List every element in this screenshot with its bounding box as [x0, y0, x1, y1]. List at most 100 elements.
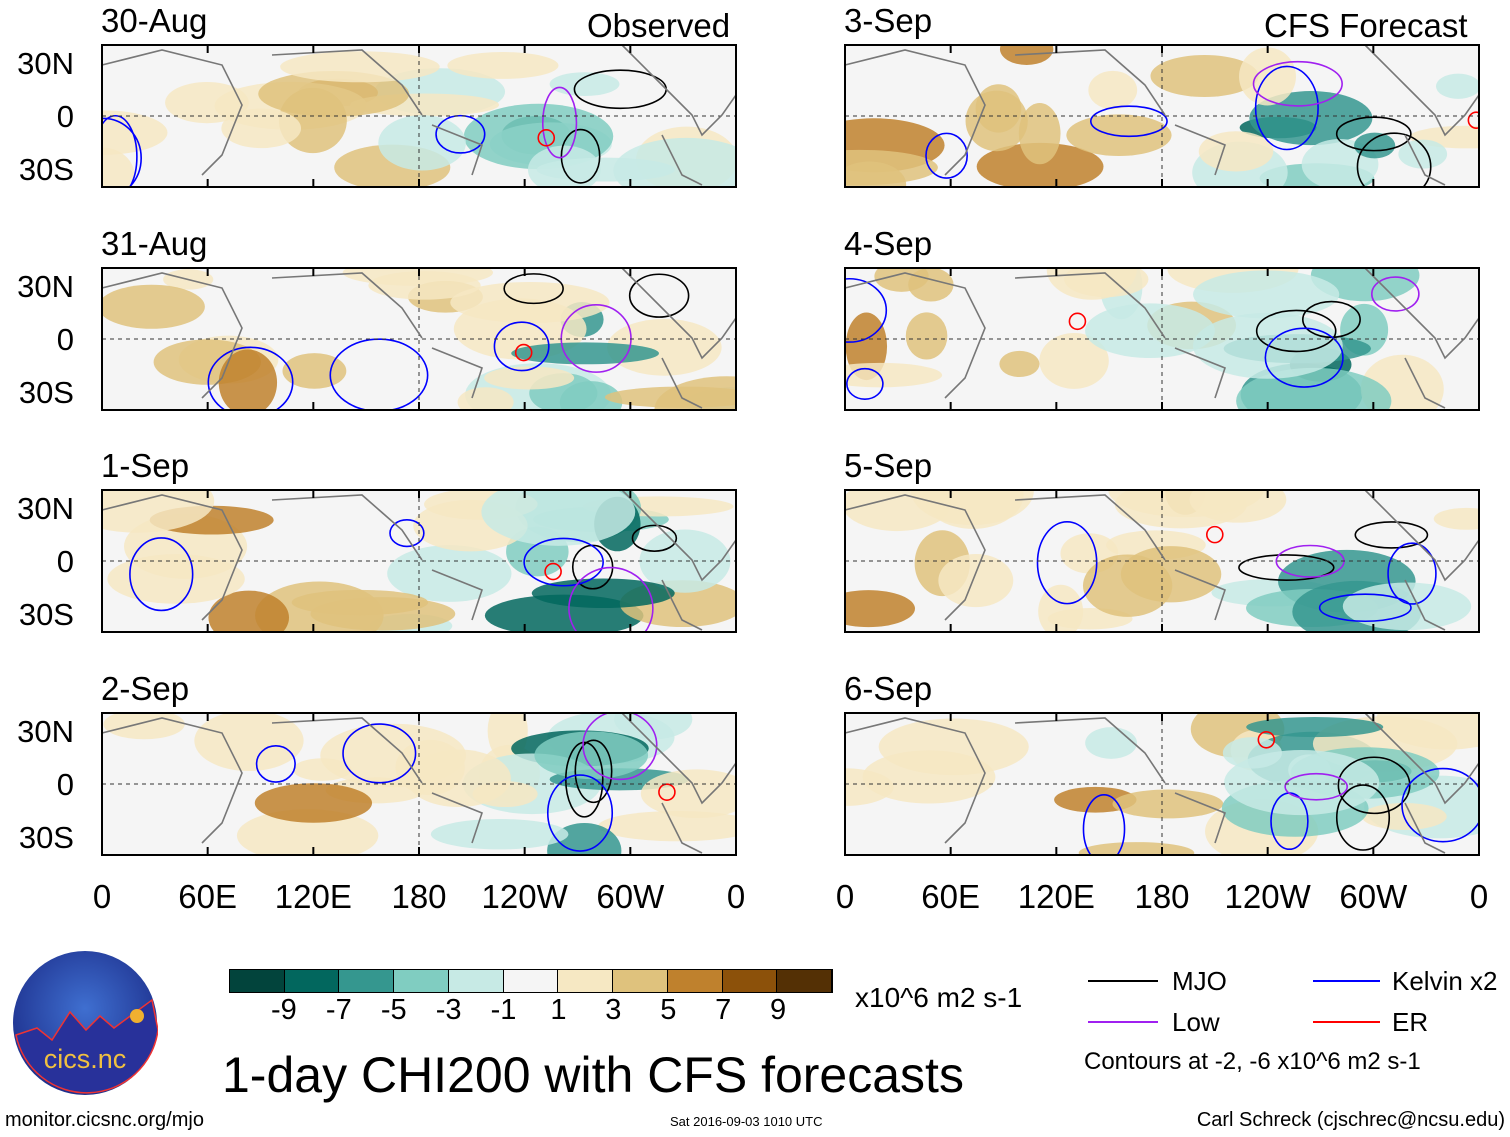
er-contour — [514, 343, 533, 362]
anomaly-shading — [481, 489, 636, 546]
kelvin-contour — [844, 277, 888, 343]
anomaly-shading — [1398, 139, 1448, 169]
anomaly-shading — [291, 589, 429, 616]
low-contour — [560, 304, 632, 373]
latitude-label: 0 — [56, 99, 74, 134]
longitude-label: 0 — [726, 878, 746, 915]
coastline — [844, 489, 1480, 631]
colorbar-swatch — [448, 970, 504, 992]
anomaly-shading — [280, 51, 440, 83]
kelvin-contour — [101, 114, 138, 188]
latitude-label: 30N — [17, 46, 74, 81]
coastline — [101, 489, 737, 631]
kelvin-contour — [846, 367, 884, 400]
mjo-contour — [628, 273, 690, 318]
kelvin-contour — [207, 346, 294, 411]
colorbar-swatch — [613, 970, 668, 992]
colorbar-swatch — [284, 970, 340, 992]
footer-credit: Carl Schreck (cjschrec@ncsu.edu) — [1196, 1109, 1505, 1131]
latitude-label: 0 — [56, 767, 74, 802]
colorbar-swatch — [394, 970, 449, 992]
coastline — [101, 44, 737, 186]
kelvin-contour — [523, 537, 604, 587]
kelvin-contour — [1264, 327, 1344, 388]
colorbar-tick-label: -5 — [380, 994, 407, 1026]
anomaly-shading — [1112, 789, 1224, 819]
low-contour — [1252, 60, 1343, 107]
anomaly-shading — [1246, 717, 1384, 738]
kelvin-line-swatch — [1313, 980, 1380, 982]
anomaly-shading — [999, 350, 1040, 378]
anomaly-shading — [607, 318, 722, 376]
legend-mjo: MJO — [1172, 966, 1227, 996]
anomaly-shading — [368, 271, 481, 300]
colorbar — [229, 969, 833, 993]
er-contour — [537, 129, 556, 147]
anomaly-shading — [387, 545, 512, 602]
anomaly-shading — [484, 366, 575, 390]
longitude-label: 120E — [274, 878, 352, 915]
mjo-contour — [503, 273, 564, 305]
colorbar-tick-label: 7 — [715, 994, 732, 1026]
longitude-label: 120E — [1017, 878, 1095, 915]
anomaly-shading — [107, 554, 245, 604]
er-line-swatch — [1313, 1021, 1380, 1023]
anomaly-shading — [1038, 584, 1084, 633]
anomaly-shading — [254, 783, 373, 823]
er-contour — [1467, 111, 1480, 130]
coastline — [844, 712, 1480, 854]
longitude-label: 120W — [1224, 878, 1311, 915]
longitude-label: 0 — [1469, 878, 1489, 915]
anomaly-shading — [194, 712, 304, 772]
map-panel — [101, 44, 737, 188]
anomaly-shading — [844, 161, 907, 188]
figure-title: 1-day CHI200 with CFS forecasts — [222, 1047, 964, 1103]
anomaly-shading — [598, 811, 737, 842]
mjo-contour — [574, 739, 613, 804]
coastline — [844, 44, 1480, 186]
colorbar-swatch — [722, 970, 778, 992]
longitude-label: 180 — [391, 878, 447, 915]
colorbar-tick-label: -7 — [325, 994, 352, 1026]
anomaly-shading — [976, 142, 1104, 188]
kelvin-contour — [255, 745, 296, 783]
colorbar-units: x10^6 m2 s-1 — [855, 982, 1023, 1013]
anomaly-shading — [1082, 554, 1173, 617]
low-line-swatch — [1088, 1021, 1158, 1023]
anomaly-shading — [101, 284, 205, 329]
contours-note: Contours at -2, -6 x10^6 m2 s-1 — [1084, 1048, 1421, 1075]
anomaly-shading — [1192, 270, 1340, 319]
map-panel — [844, 489, 1480, 633]
low-contour — [1284, 772, 1348, 801]
coastline — [844, 267, 1480, 409]
map-panel — [101, 712, 737, 856]
svg-text:cics.nc: cics.nc — [44, 1044, 127, 1074]
panel-date: 31-Aug — [101, 225, 208, 262]
kelvin-contour — [435, 114, 486, 154]
low-contour — [568, 566, 654, 633]
longitude-label: 60W — [1339, 878, 1408, 915]
longitude-label: 120W — [481, 878, 568, 915]
anomaly-shading — [1433, 507, 1480, 530]
mjo-contour — [631, 524, 678, 552]
anomaly-shading — [910, 489, 1034, 526]
anomaly-shading — [549, 72, 620, 97]
anomaly-shading — [447, 52, 559, 79]
anomaly-shading — [614, 712, 693, 740]
legend-er: ER — [1392, 1007, 1429, 1037]
anomaly-shading — [844, 768, 894, 806]
longitude-label: 60W — [596, 878, 665, 915]
anomaly-shading — [1085, 303, 1215, 359]
mjo-contour — [1337, 756, 1411, 815]
anomaly-shading — [430, 819, 569, 850]
mjo-contour — [1335, 784, 1391, 851]
latitude-label: 0 — [56, 544, 74, 579]
latitude-label: 30N — [17, 491, 74, 526]
low-contour — [1371, 276, 1420, 312]
colorbar-swatch — [667, 970, 723, 992]
anomaly-shading — [221, 108, 302, 149]
anomaly-shading — [457, 387, 514, 411]
kelvin-contour — [1401, 767, 1480, 843]
footer-url[interactable]: monitor.cicsnc.org/mjo — [5, 1109, 204, 1131]
anomaly-shading — [1150, 55, 1259, 97]
